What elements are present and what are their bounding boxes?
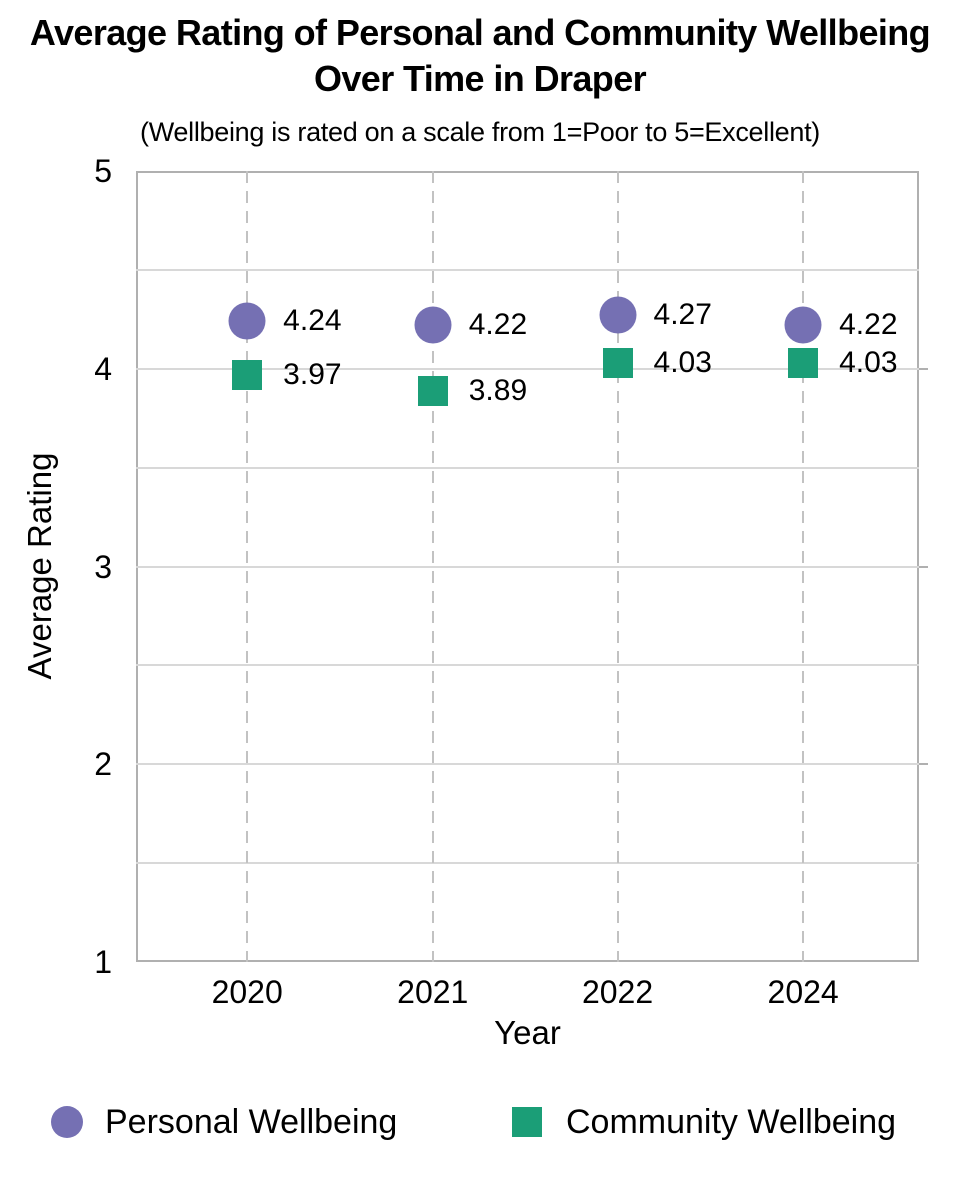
x-axis-title: Year	[494, 1014, 561, 1051]
gridline-horizontal	[136, 367, 919, 370]
marker-community-wellbeing-2022	[602, 347, 633, 378]
x-tick-label: 2021	[397, 974, 469, 1010]
legend-square-icon	[512, 1107, 542, 1137]
x-tick-label: 2020	[211, 974, 283, 1010]
gridline-horizontal	[136, 763, 919, 766]
marker-community-wellbeing-2024	[788, 347, 819, 378]
legend-circle-icon	[51, 1106, 83, 1138]
x-tick-label: 2022	[581, 974, 654, 1010]
y-axis-right-tick	[919, 763, 928, 766]
marker-personal-wellbeing-2024	[784, 306, 822, 344]
data-label-community-wellbeing-2022: 4.03	[653, 345, 712, 379]
legend-label: Community Wellbeing	[566, 1103, 897, 1141]
gridline-vertical-2022	[616, 171, 619, 962]
y-tick-label: 2	[94, 746, 112, 783]
legend-label: Personal Wellbeing	[105, 1103, 398, 1141]
gridline-horizontal	[136, 664, 919, 667]
gridline-horizontal	[136, 565, 919, 568]
chart-subtitle: (Wellbeing is rated on a scale from 1=Po…	[140, 117, 820, 147]
gridline-vertical-2021	[431, 171, 434, 962]
x-tick-label: 2024	[767, 974, 839, 1010]
gridline-horizontal	[136, 466, 919, 469]
data-label-community-wellbeing-2024: 4.03	[839, 345, 898, 379]
marker-personal-wellbeing-2020	[228, 302, 266, 340]
y-tick-label: 1	[94, 944, 112, 980]
y-tick-label: 4	[94, 350, 112, 387]
marker-personal-wellbeing-2022	[599, 296, 637, 334]
marker-personal-wellbeing-2021	[414, 306, 452, 344]
y-axis-right-tick	[919, 565, 928, 568]
y-tick-label: 3	[94, 548, 112, 585]
y-tick-label: 5	[94, 153, 112, 189]
y-axis-right-tick	[919, 367, 928, 370]
data-label-personal-wellbeing-2020: 4.24	[283, 304, 342, 338]
data-label-community-wellbeing-2021: 3.89	[468, 373, 528, 407]
gridline-horizontal	[136, 268, 919, 271]
data-label-personal-wellbeing-2022: 4.27	[653, 298, 712, 332]
marker-community-wellbeing-2021	[417, 375, 448, 406]
gridline-vertical-2020	[246, 171, 249, 962]
marker-community-wellbeing-2020	[232, 359, 263, 390]
chart-title: Average Rating of Personal and Community…	[29, 12, 931, 99]
gridline-horizontal	[136, 862, 919, 865]
data-label-personal-wellbeing-2021: 4.22	[468, 308, 528, 342]
data-label-personal-wellbeing-2024: 4.22	[839, 308, 898, 342]
data-label-community-wellbeing-2020: 3.97	[283, 357, 342, 391]
gridline-vertical-2024	[802, 171, 805, 962]
